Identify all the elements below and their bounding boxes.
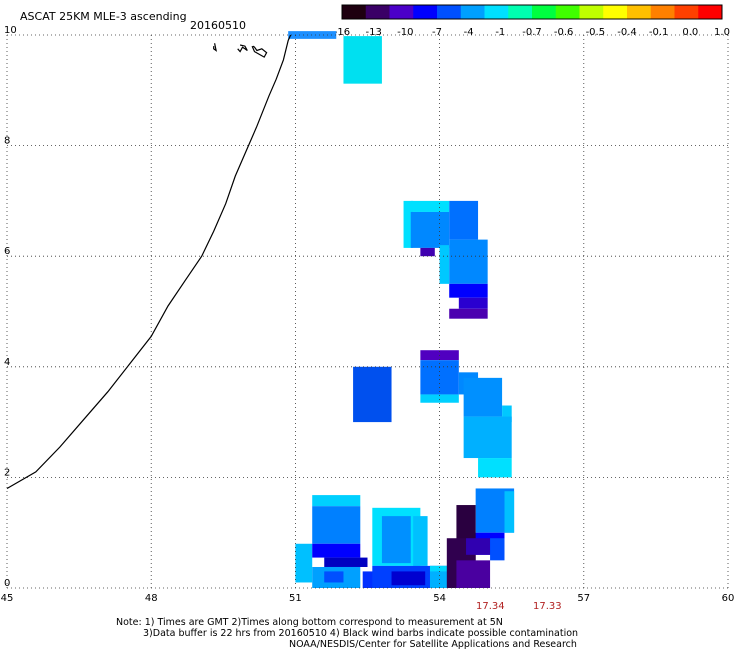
colorbar-swatch: [365, 5, 390, 19]
colorbar-label: -10: [397, 27, 413, 38]
colorbar-swatch: [484, 5, 509, 19]
wind-cell: [420, 394, 459, 403]
y-tick-label: 6: [4, 246, 10, 257]
colorbar-swatch: [627, 5, 652, 19]
colorbar-label: -7: [432, 27, 442, 38]
y-tick-label: 2: [4, 467, 10, 478]
wind-cell: [449, 200, 479, 240]
colorbar-label: -4: [464, 27, 474, 38]
wind-cell: [463, 416, 512, 459]
colorbar-swatch: [460, 5, 485, 19]
wind-cell: [490, 538, 505, 561]
wind-cell: [391, 571, 426, 586]
wind-cell: [449, 239, 488, 284]
wind-cell: [449, 283, 488, 298]
colorbar-label: 0.0: [682, 27, 698, 38]
colorbar-swatch: [532, 5, 557, 19]
wind-cell: [439, 245, 450, 284]
colorbar-swatch: [389, 5, 414, 19]
wind-cell: [478, 458, 512, 478]
colorbar-swatch: [650, 5, 675, 19]
colorbar-label: -0.4: [617, 27, 637, 38]
wind-cell: [312, 506, 361, 544]
colorbar-labels: -16 -13 -10 -7 -4 -1 -0.7 -0.6 -0.5 -0.4 -0.1 0.0 1.…: [334, 27, 730, 38]
x-tick-label: 57: [577, 593, 590, 604]
y-axis-ticks: 0 2 4 6 8 10: [4, 25, 17, 589]
colorbar-label: -16: [334, 27, 350, 38]
wind-cell: [410, 211, 450, 248]
wind-cell: [410, 200, 450, 212]
wind-cell: [324, 557, 368, 567]
wind-cell: [381, 516, 411, 564]
island-outline: [251, 45, 268, 58]
island-outline: [237, 44, 248, 53]
x-tick-label: 54: [433, 593, 446, 604]
colorbar-swatch: [555, 5, 580, 19]
note-line-3: NOAA/NESDIS/Center for Satellite Applica…: [289, 639, 577, 650]
islands: [213, 43, 268, 58]
wind-cell: [429, 565, 459, 572]
grid-lines: [6, 34, 729, 589]
wind-cell: [288, 31, 337, 39]
colorbar-label: 1.0: [714, 27, 730, 38]
note-line-1: Note: 1) Times are GMT 2)Times along bot…: [116, 617, 503, 628]
wind-cell: [458, 297, 488, 309]
time-label-2: 17.33: [533, 601, 562, 612]
y-tick-label: 10: [4, 25, 17, 36]
colorbar-swatch: [579, 5, 604, 19]
colorbar: [341, 4, 723, 20]
x-axis-ticks: 45 48 51 54 57 60: [1, 593, 735, 604]
colorbar-label: -13: [365, 27, 381, 38]
colorbar-swatch: [603, 5, 628, 19]
wind-cell: [449, 308, 488, 319]
time-label-1: 17.34: [476, 601, 505, 612]
wind-cell: [466, 538, 491, 555]
wind-cell: [343, 36, 382, 84]
wind-cell: [312, 543, 361, 558]
product-title: ASCAT 25KM MLE-3 ascending: [20, 10, 187, 23]
wind-cell: [324, 571, 344, 583]
colorbar-label: -0.7: [522, 27, 542, 38]
wind-cell: [353, 366, 392, 423]
wind-cell: [295, 543, 313, 583]
wind-cell: [502, 405, 512, 423]
colorbar-swatch: [508, 5, 533, 19]
coastline: [6, 34, 292, 490]
y-tick-label: 4: [4, 357, 10, 368]
colorbar-label: -0.5: [586, 27, 606, 38]
product-date: 20160510: [190, 19, 246, 32]
colorbar-border: [341, 4, 723, 20]
swath-cells: [288, 31, 515, 588]
colorbar-label: -0.1: [649, 27, 669, 38]
y-tick-label: 8: [4, 136, 10, 147]
wind-cell: [420, 360, 459, 395]
colorbar-swatch: [437, 5, 462, 19]
wind-cell: [312, 495, 361, 507]
colorbar-swatch: [342, 5, 367, 19]
wind-cell: [403, 200, 414, 248]
y-tick-label: 0: [4, 578, 10, 589]
colorbar-label: -0.6: [554, 27, 574, 38]
wind-cell: [463, 377, 503, 417]
wind-cell: [420, 247, 435, 257]
x-tick-label: 51: [289, 593, 302, 604]
x-tick-label: 48: [145, 593, 158, 604]
colorbar-label: -1: [495, 27, 505, 38]
wind-cell: [504, 491, 515, 533]
colorbar-swatch: [413, 5, 438, 19]
island-outline: [213, 43, 217, 52]
colorbar-swatch: [698, 5, 723, 19]
note-line-2: 3)Data buffer is 22 hrs from 20160510 4)…: [143, 628, 578, 639]
x-tick-label: 60: [722, 593, 735, 604]
colorbar-swatch: [674, 5, 699, 19]
x-tick-label: 45: [1, 593, 14, 604]
wind-cell: [413, 516, 428, 566]
wind-cell: [456, 560, 491, 588]
